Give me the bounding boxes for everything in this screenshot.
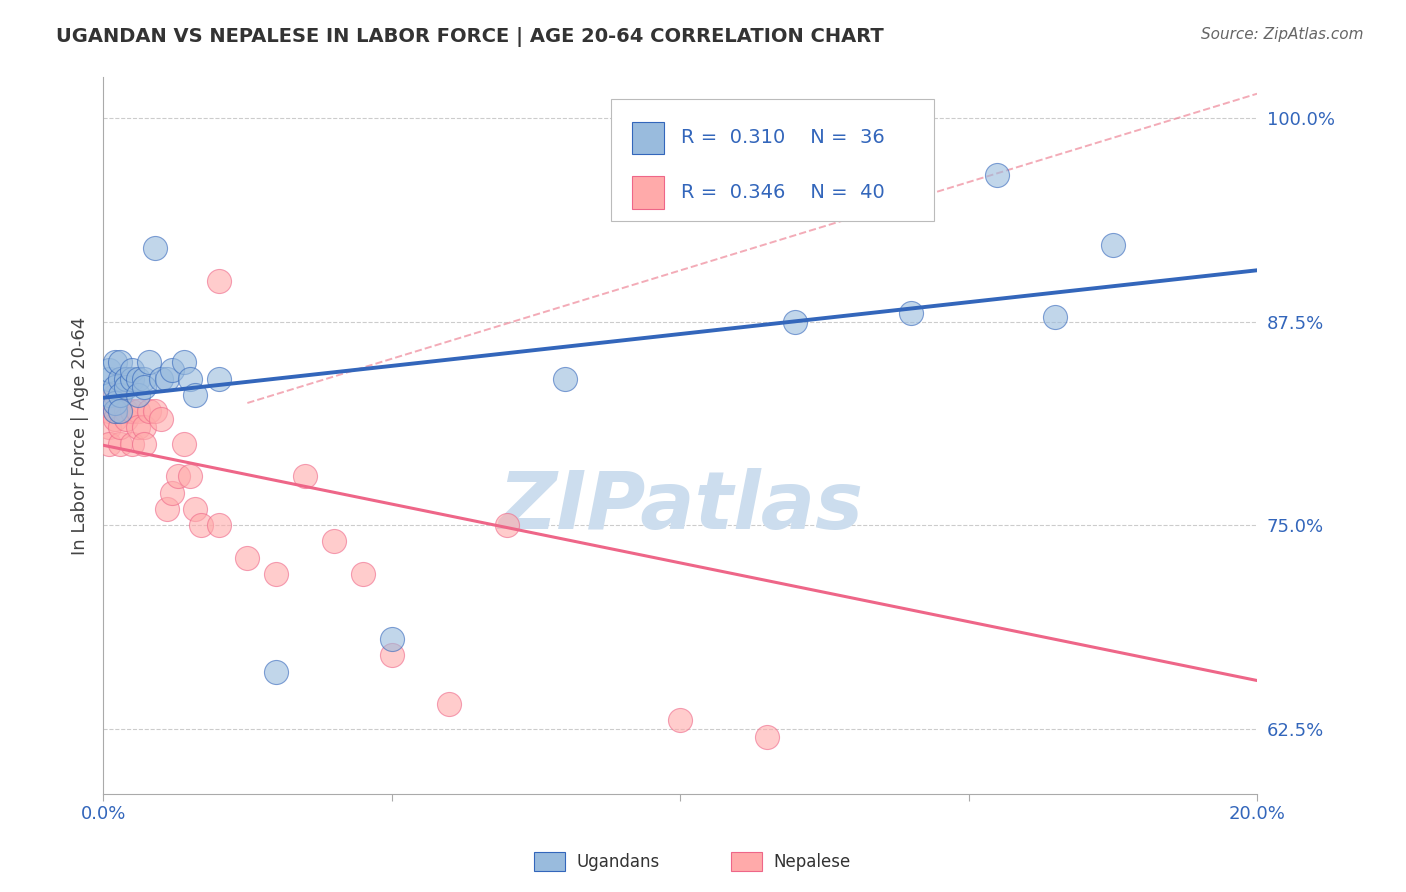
Text: R =  0.310    N =  36: R = 0.310 N = 36 bbox=[682, 128, 884, 147]
Point bbox=[167, 469, 190, 483]
Point bbox=[97, 404, 120, 418]
Point bbox=[121, 404, 143, 418]
Point bbox=[127, 404, 149, 418]
Point bbox=[184, 388, 207, 402]
Text: Nepalese: Nepalese bbox=[773, 853, 851, 871]
Point bbox=[127, 371, 149, 385]
FancyBboxPatch shape bbox=[610, 99, 934, 220]
Point bbox=[104, 355, 127, 369]
Point bbox=[554, 371, 576, 385]
Text: R =  0.346    N =  40: R = 0.346 N = 40 bbox=[682, 183, 884, 202]
Point bbox=[179, 469, 201, 483]
Point bbox=[110, 355, 132, 369]
Point bbox=[121, 363, 143, 377]
Point bbox=[155, 501, 177, 516]
Point bbox=[294, 469, 316, 483]
Text: Source: ZipAtlas.com: Source: ZipAtlas.com bbox=[1201, 27, 1364, 42]
Point bbox=[143, 404, 166, 418]
Point bbox=[381, 632, 404, 646]
Point bbox=[132, 380, 155, 394]
Point bbox=[149, 371, 172, 385]
Point bbox=[207, 518, 229, 533]
Text: ZIPatlas: ZIPatlas bbox=[498, 468, 863, 546]
Point bbox=[104, 404, 127, 418]
Point bbox=[264, 566, 287, 581]
Point bbox=[986, 168, 1008, 182]
Point bbox=[104, 404, 127, 418]
Point bbox=[207, 371, 229, 385]
Point bbox=[173, 355, 195, 369]
Point bbox=[352, 566, 374, 581]
Point bbox=[104, 380, 127, 394]
Point bbox=[155, 371, 177, 385]
Point bbox=[121, 371, 143, 385]
Point bbox=[179, 371, 201, 385]
Point bbox=[104, 412, 127, 426]
Point bbox=[110, 388, 132, 402]
Point bbox=[97, 388, 120, 402]
Point bbox=[110, 371, 132, 385]
Point bbox=[496, 518, 519, 533]
Point bbox=[115, 412, 138, 426]
Point bbox=[132, 436, 155, 450]
Text: UGANDAN VS NEPALESE IN LABOR FORCE | AGE 20-64 CORRELATION CHART: UGANDAN VS NEPALESE IN LABOR FORCE | AGE… bbox=[56, 27, 884, 46]
Point bbox=[127, 420, 149, 434]
Point bbox=[264, 665, 287, 679]
Point bbox=[162, 485, 184, 500]
Point bbox=[755, 730, 778, 744]
Point bbox=[900, 306, 922, 320]
Point bbox=[207, 274, 229, 288]
Text: Ugandans: Ugandans bbox=[576, 853, 659, 871]
Point bbox=[115, 371, 138, 385]
FancyBboxPatch shape bbox=[631, 177, 664, 209]
Point bbox=[184, 501, 207, 516]
Point bbox=[236, 550, 259, 565]
Point bbox=[132, 371, 155, 385]
Point bbox=[138, 355, 160, 369]
Point bbox=[381, 648, 404, 663]
Point bbox=[190, 518, 212, 533]
Point bbox=[132, 420, 155, 434]
Point bbox=[110, 436, 132, 450]
Point bbox=[900, 176, 922, 190]
Point bbox=[173, 436, 195, 450]
Point bbox=[121, 436, 143, 450]
Point bbox=[1101, 238, 1123, 252]
Point bbox=[149, 412, 172, 426]
Y-axis label: In Labor Force | Age 20-64: In Labor Force | Age 20-64 bbox=[72, 317, 89, 555]
Point bbox=[110, 404, 132, 418]
Point bbox=[115, 380, 138, 394]
Point bbox=[127, 388, 149, 402]
Point bbox=[104, 396, 127, 410]
Point bbox=[97, 371, 120, 385]
Point bbox=[322, 534, 344, 549]
Point bbox=[1043, 310, 1066, 324]
Point bbox=[785, 315, 807, 329]
Point bbox=[143, 241, 166, 255]
Point bbox=[97, 420, 120, 434]
Point bbox=[110, 420, 132, 434]
Point bbox=[97, 363, 120, 377]
Point bbox=[669, 714, 692, 728]
FancyBboxPatch shape bbox=[631, 121, 664, 153]
Point bbox=[97, 436, 120, 450]
Point bbox=[138, 404, 160, 418]
Point bbox=[162, 363, 184, 377]
Point bbox=[439, 697, 461, 711]
Point bbox=[104, 388, 127, 402]
Point bbox=[115, 404, 138, 418]
Point bbox=[110, 404, 132, 418]
